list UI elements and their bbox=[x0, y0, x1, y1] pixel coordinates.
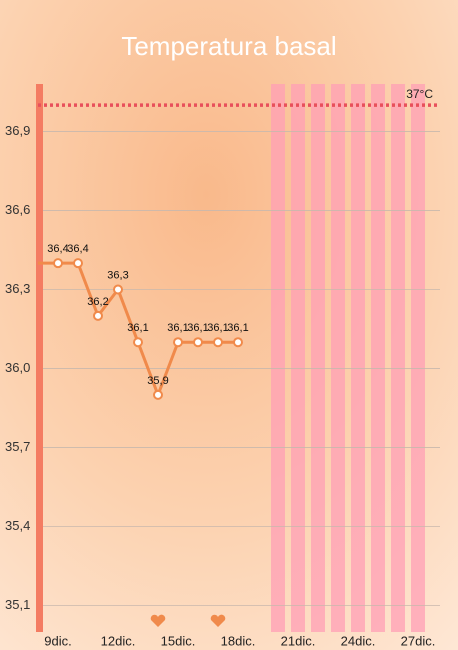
data-point bbox=[153, 389, 163, 400]
y-tick-label: 36,6 bbox=[5, 202, 30, 217]
heart-icon bbox=[150, 614, 166, 627]
y-tick-label: 36,3 bbox=[5, 281, 30, 296]
x-tick-label: 18dic. bbox=[221, 633, 256, 648]
highlight-column bbox=[271, 84, 285, 632]
x-tick-label: 9dic. bbox=[44, 633, 71, 648]
data-point bbox=[213, 337, 223, 348]
highlight-column bbox=[291, 84, 305, 632]
y-tick-label: 36,0 bbox=[5, 360, 30, 375]
data-label: 36,2 bbox=[87, 296, 108, 308]
y-tick-label: 35,4 bbox=[5, 518, 30, 533]
y-tick-label: 35,1 bbox=[5, 597, 30, 612]
highlight-column bbox=[391, 84, 405, 632]
data-label: 36,3 bbox=[107, 269, 128, 281]
highlight-column bbox=[311, 84, 325, 632]
heart-icon bbox=[210, 614, 226, 627]
data-label: 36,1 bbox=[207, 322, 228, 334]
x-tick-label: 24dic. bbox=[341, 633, 376, 648]
data-label: 36,1 bbox=[167, 322, 188, 334]
x-tick-label: 15dic. bbox=[161, 633, 196, 648]
data-point bbox=[133, 337, 143, 348]
data-point bbox=[193, 337, 203, 348]
highlight-column bbox=[411, 84, 425, 632]
y-tick-label: 36,9 bbox=[5, 123, 30, 138]
data-label: 36,1 bbox=[127, 322, 148, 334]
data-point bbox=[113, 284, 123, 295]
data-label: 36,1 bbox=[187, 322, 208, 334]
data-label: 36,1 bbox=[227, 322, 248, 334]
x-tick-label: 12dic. bbox=[101, 633, 136, 648]
highlight-column bbox=[331, 84, 345, 632]
data-point bbox=[53, 258, 63, 269]
data-point bbox=[173, 337, 183, 348]
y-axis bbox=[36, 84, 43, 632]
data-label: 36,4 bbox=[67, 243, 88, 255]
highlight-column bbox=[351, 84, 365, 632]
highlight-column bbox=[371, 84, 385, 632]
x-tick-label: 21dic. bbox=[281, 633, 316, 648]
data-point bbox=[233, 337, 243, 348]
data-label: 35,9 bbox=[147, 375, 168, 387]
chart-title: Temperatura basal bbox=[121, 31, 336, 61]
reference-label: 37°C bbox=[406, 87, 433, 101]
data-label: 36,4 bbox=[47, 243, 68, 255]
data-point bbox=[73, 258, 83, 269]
data-point bbox=[93, 310, 103, 321]
y-tick-label: 35,7 bbox=[5, 439, 30, 454]
x-tick-label: 27dic. bbox=[401, 633, 436, 648]
